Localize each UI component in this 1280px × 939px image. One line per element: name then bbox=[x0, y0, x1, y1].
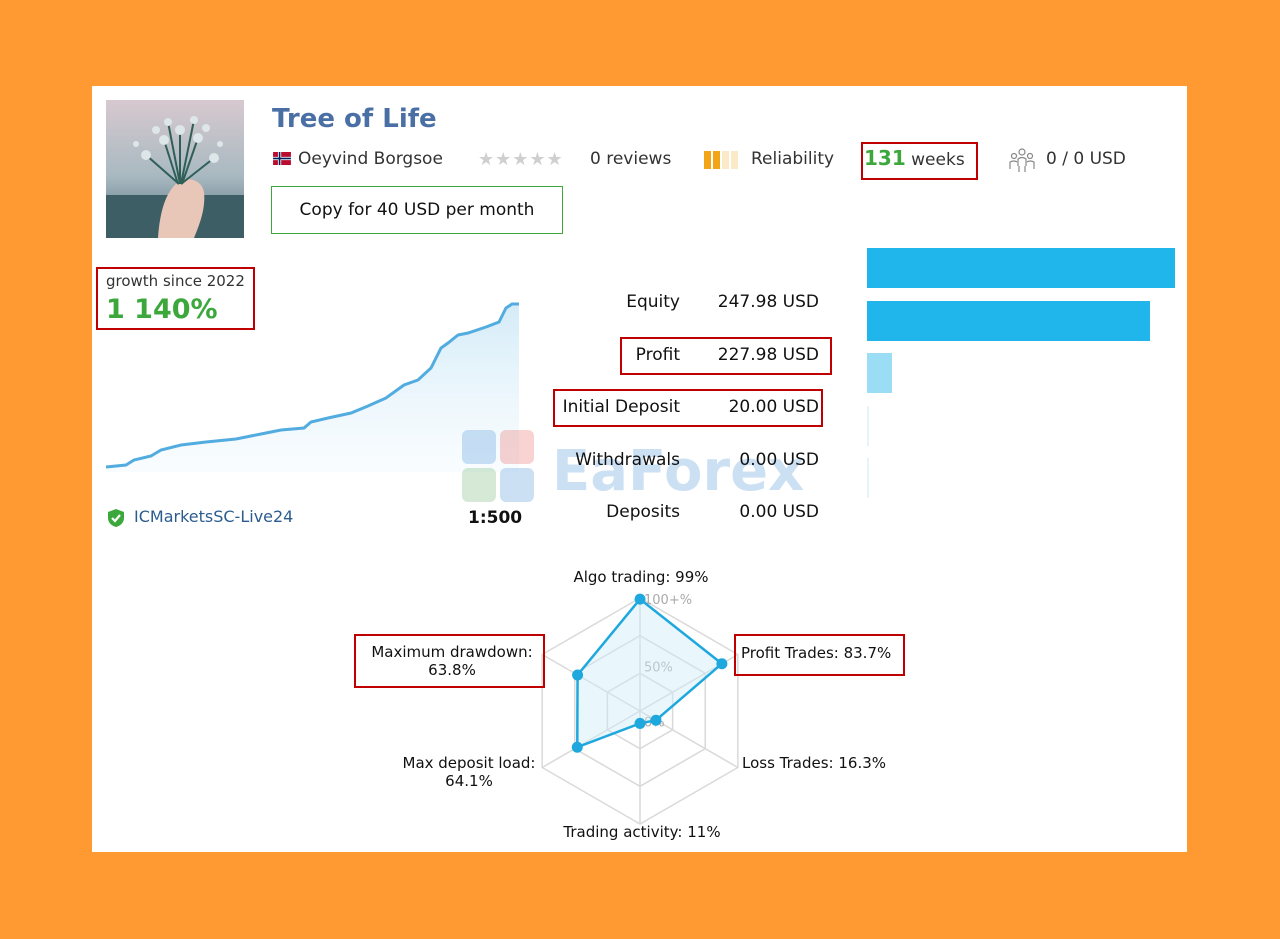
stat-label: Profit bbox=[635, 344, 680, 365]
radar-value-point bbox=[650, 714, 662, 726]
radar-label-trading-activity: Trading activity: 11% bbox=[563, 823, 721, 841]
reviews-link[interactable]: 0 reviews bbox=[590, 149, 672, 169]
growth-label: growth since 2022 bbox=[106, 272, 245, 290]
radar-label-max-drawdown: Maximum drawdown: 63.8% bbox=[371, 643, 533, 679]
profit-trades-highlight bbox=[734, 634, 905, 676]
stat-bar bbox=[867, 458, 869, 498]
radar-value-point bbox=[634, 593, 646, 605]
stat-bar bbox=[867, 405, 869, 446]
stat-value: 247.98 USD bbox=[717, 292, 819, 312]
radar-value-point bbox=[634, 717, 646, 729]
norway-flag-icon bbox=[272, 150, 292, 165]
radar-value-point bbox=[716, 658, 728, 670]
stat-value: 227.98 USD bbox=[717, 344, 819, 365]
signal-avatar[interactable] bbox=[106, 100, 244, 238]
radar-scale-label: 100+% bbox=[644, 593, 692, 608]
signal-title[interactable]: Tree of Life bbox=[272, 104, 437, 134]
leverage-value: 1:500 bbox=[468, 508, 523, 528]
stat-label: Initial Deposit bbox=[562, 397, 680, 417]
stat-value: 20.00 USD bbox=[728, 397, 819, 417]
weeks-indicator: 131 weeks bbox=[864, 146, 965, 170]
copy-signal-button[interactable]: Copy for 40 USD per month bbox=[271, 186, 563, 234]
radar-axis-line bbox=[541, 653, 641, 712]
radar-label-loss-trades: Loss Trades: 16.3% bbox=[742, 754, 887, 772]
radar-label-algo-trading: Algo trading: 99% bbox=[573, 568, 709, 586]
verified-shield-icon bbox=[106, 508, 126, 528]
growth-chart bbox=[106, 302, 519, 472]
watermark-text: EaForex bbox=[552, 439, 804, 504]
radar-label-max-deposit-load: Max deposit load: 64.1% bbox=[402, 754, 536, 790]
stat-label: Withdrawals bbox=[575, 449, 680, 470]
radar-scale-label: 50% bbox=[644, 661, 673, 676]
weeks-label: weeks bbox=[911, 150, 965, 170]
radar-value-point bbox=[571, 741, 583, 753]
weeks-highlight bbox=[861, 142, 978, 180]
subscribers-value: 0 / 0 USD bbox=[1046, 149, 1126, 169]
watermark-logo-icon: EaForex bbox=[462, 430, 804, 504]
reliability-bars-icon bbox=[704, 151, 744, 169]
radar-axis-line bbox=[541, 710, 641, 769]
author-name: Oeyvind Borgsoe bbox=[298, 149, 443, 169]
stat-highlight bbox=[620, 336, 832, 375]
stat-bar bbox=[867, 300, 1151, 341]
growth-highlight bbox=[96, 267, 255, 330]
author[interactable]: Oeyvind Borgsoe bbox=[272, 149, 443, 169]
radar-chart: 100+%50%0% bbox=[541, 593, 739, 825]
signal-card: Tree of Life Oeyvind Borgsoe ★★★★★ 0 rev… bbox=[92, 86, 1187, 852]
reliability-label: Reliability bbox=[751, 149, 835, 169]
stat-value: 0.00 USD bbox=[739, 502, 819, 522]
stat-value: 0.00 USD bbox=[739, 449, 819, 470]
stat-bar bbox=[867, 353, 892, 393]
radar-value-point bbox=[572, 669, 584, 681]
subscribers-icon bbox=[1008, 146, 1036, 174]
growth-value: 1 140% bbox=[106, 294, 218, 325]
stat-label: Deposits bbox=[606, 502, 680, 522]
broker-server-link[interactable]: ICMarketsSC-Live24 bbox=[134, 507, 294, 526]
stat-bar bbox=[867, 248, 1175, 288]
max-drawdown-highlight bbox=[354, 634, 545, 688]
rating-stars-icon: ★★★★★ bbox=[478, 149, 564, 170]
radar-label-profit-trades: Profit Trades: 83.7% bbox=[741, 644, 892, 662]
stat-label: Equity bbox=[626, 292, 680, 312]
stat-highlight bbox=[553, 389, 823, 427]
weeks-value: 131 bbox=[864, 146, 906, 170]
